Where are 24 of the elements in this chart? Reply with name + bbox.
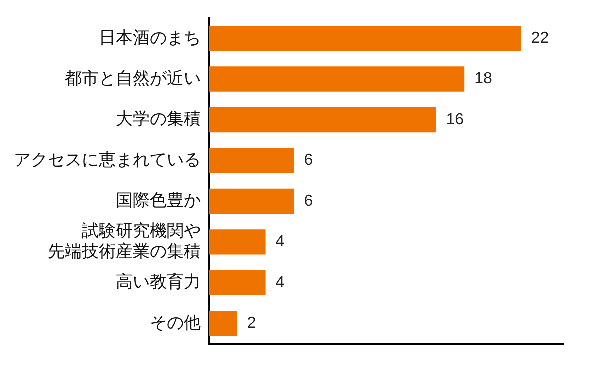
y-tick-label: 国際色豊か	[116, 191, 201, 210]
y-tick-label: 日本酒のまち	[99, 28, 201, 48]
bar	[209, 66, 465, 92]
y-tick-label: アクセスに恵まれている	[14, 150, 201, 170]
data-label: 18	[474, 70, 492, 88]
data-label: 22	[531, 30, 550, 47]
data-label: 6	[304, 152, 314, 170]
bar	[209, 270, 266, 296]
bar	[209, 311, 238, 336]
data-label: 16	[446, 111, 464, 128]
bar	[209, 148, 294, 174]
bar	[209, 107, 436, 133]
data-label: 4	[276, 234, 285, 251]
y-tick-label: 都市と自然が近い	[65, 68, 201, 88]
y-tick-label: 試験研究機関や先端技術産業の集積	[48, 222, 201, 262]
bar	[209, 230, 266, 255]
y-tick-label: 高い教育力	[116, 272, 201, 292]
data-label: 2	[247, 315, 256, 332]
y-tick-label: その他	[150, 313, 201, 332]
data-label: 6	[304, 192, 314, 210]
y-tick-label: 大学の集積	[116, 110, 201, 129]
data-label: 4	[276, 274, 285, 292]
bar	[209, 188, 294, 214]
bar	[209, 26, 522, 52]
